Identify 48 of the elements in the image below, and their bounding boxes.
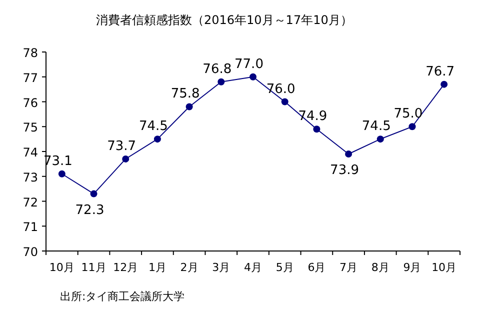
x-tick-label: 10月: [432, 261, 457, 274]
point: [218, 78, 225, 86]
y-tick-label: 73: [22, 170, 38, 184]
data-label: 76.8: [202, 62, 232, 77]
data-label: 74.5: [138, 119, 168, 134]
point: [58, 170, 66, 178]
point: [376, 136, 384, 143]
y-tick-label: 72: [22, 195, 38, 210]
data-label: 77.0: [234, 56, 264, 72]
x-tick-label: 5月: [276, 261, 294, 274]
point: [281, 98, 288, 106]
y-tick-label: 76: [22, 96, 38, 110]
point: [345, 150, 352, 158]
text: 出所:タイ商工会議所大学: [60, 290, 185, 303]
point: [90, 190, 98, 198]
x-tick-label: 11月: [81, 261, 106, 274]
x-tick-label: 8月: [371, 261, 390, 274]
chart-title: 消費者信頼感指数（2016年10月～17年10月）: [96, 13, 352, 27]
y-tick-label: 78: [22, 46, 38, 60]
y-tick-label: 74: [22, 146, 38, 160]
data-label: 76.0: [266, 82, 296, 97]
point: [440, 80, 448, 88]
x-tick-label: 2月: [180, 261, 198, 274]
x-tick-label: 4月: [244, 261, 262, 274]
y-tick-label: 70: [22, 245, 38, 259]
data-label: 76.7: [426, 64, 455, 80]
data-label: 73.9: [330, 162, 360, 178]
y-tick-label: 71: [22, 220, 38, 234]
y-tick-label: 75: [22, 120, 38, 135]
point: [250, 73, 256, 80]
x-tick-label: 1月: [148, 261, 166, 274]
x-tick-label: 12月: [113, 261, 138, 274]
x-tick-label: 3月: [212, 261, 230, 274]
x-tick-label: 9月: [403, 261, 422, 274]
point: [186, 103, 193, 110]
point: [313, 126, 320, 133]
point: [408, 123, 416, 130]
data-label: 73.7: [107, 138, 136, 154]
point: [122, 155, 130, 162]
data-label: 74.5: [362, 119, 391, 134]
data-label: 72.3: [75, 202, 104, 218]
data-label: 75.8: [170, 86, 200, 102]
x-tick-label: 6月: [308, 261, 326, 274]
x-tick-label: 7月: [340, 261, 358, 274]
point: [154, 136, 161, 143]
y-tick-label: 77: [22, 70, 38, 85]
data-label: 75.0: [394, 106, 423, 122]
x-tick-label: 10月: [49, 261, 74, 274]
